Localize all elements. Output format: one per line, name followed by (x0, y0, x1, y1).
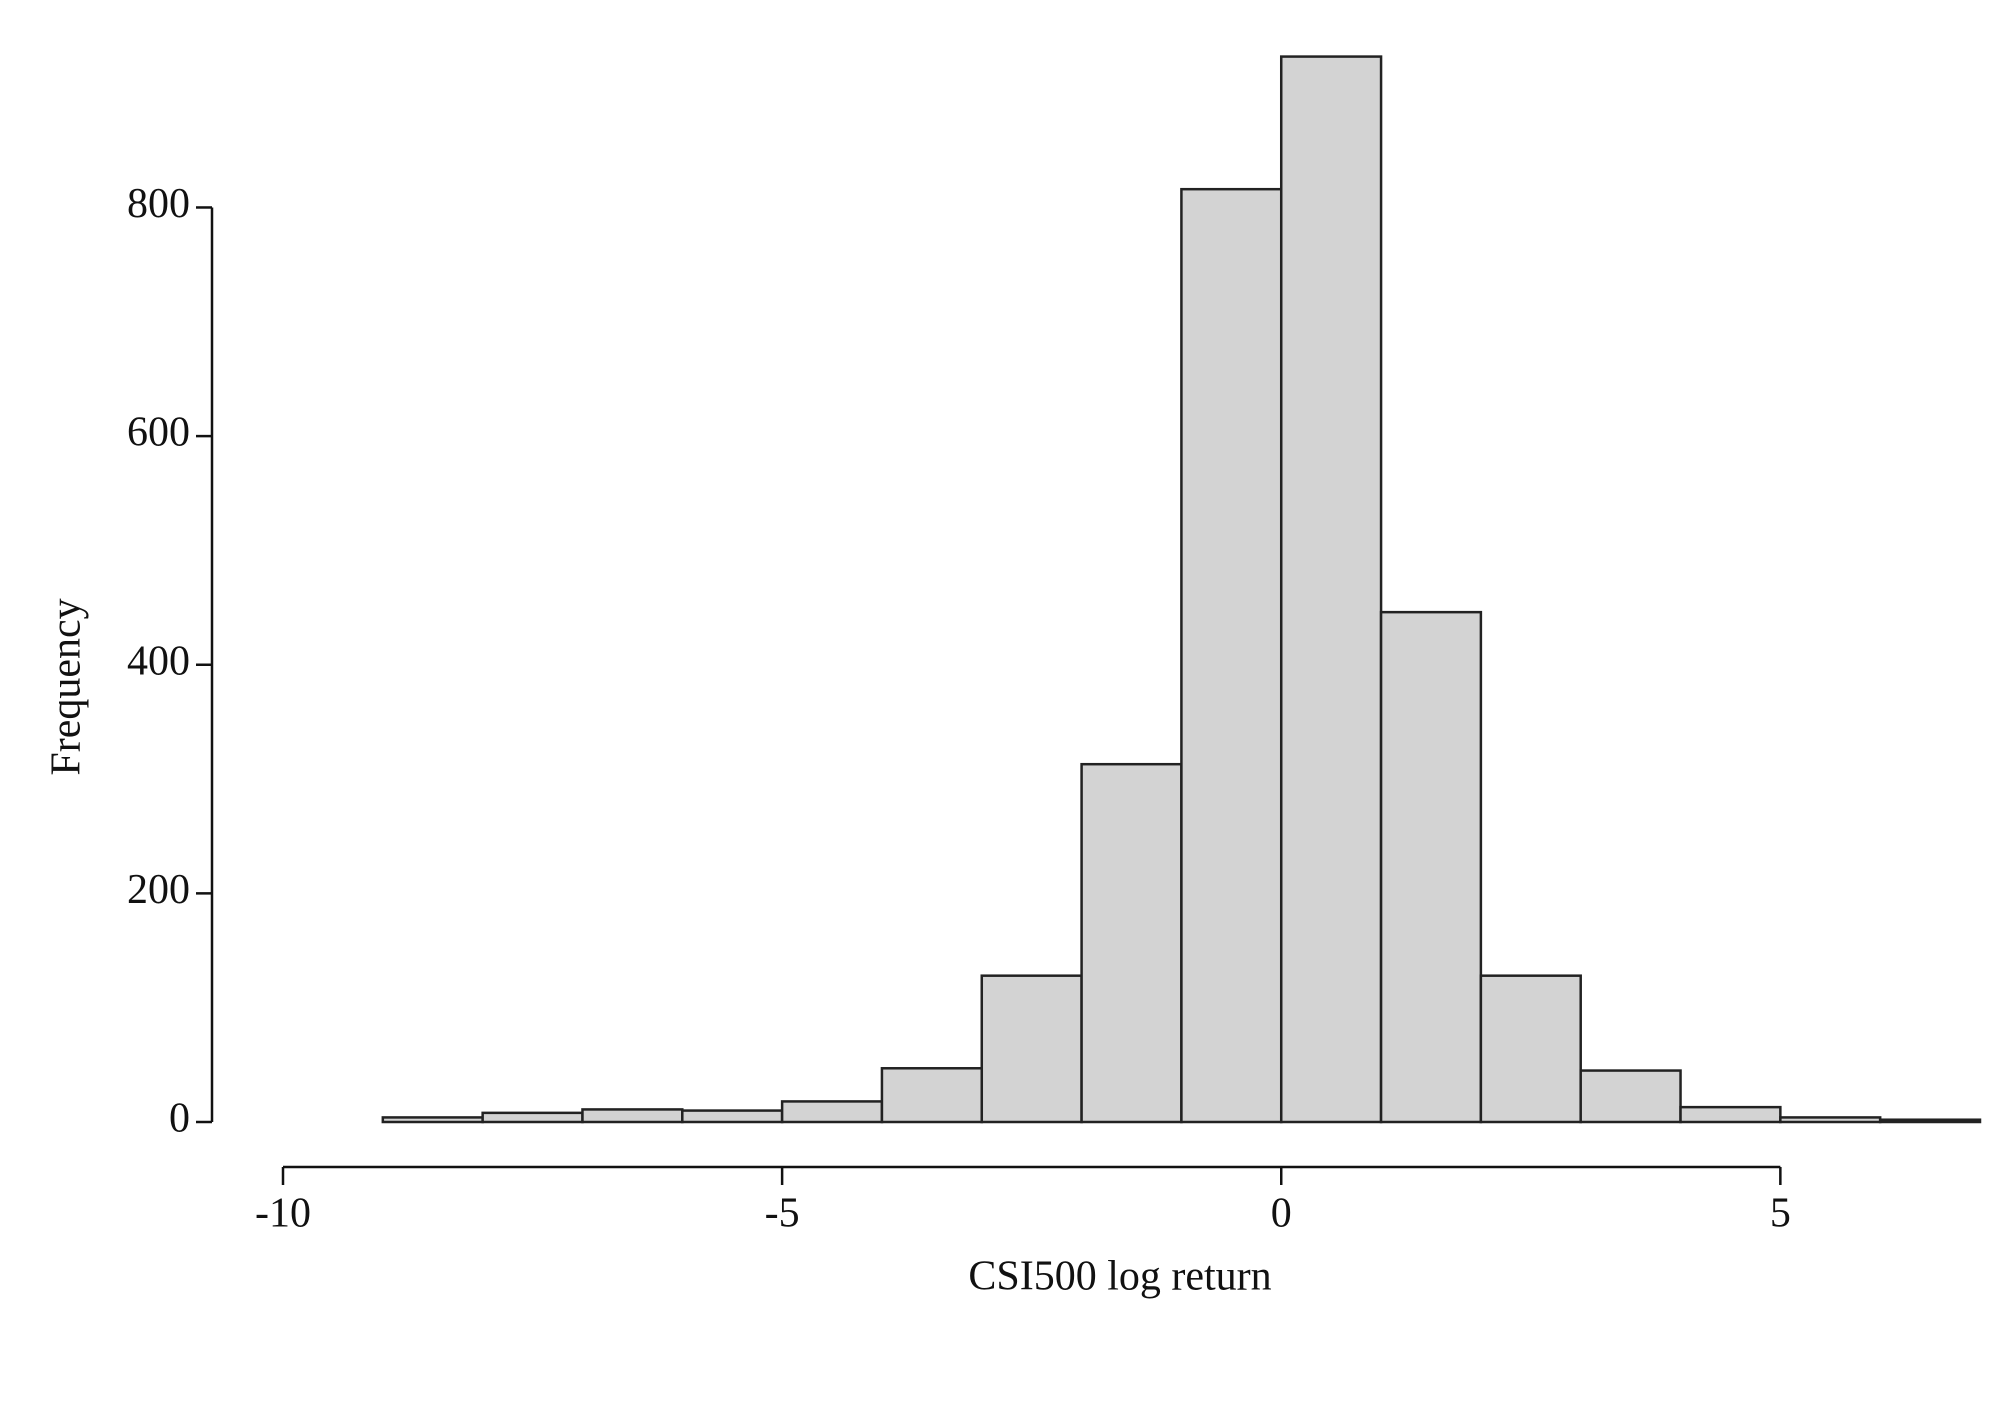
y-axis-label: Frequency (44, 598, 90, 775)
bar (581, 1108, 684, 1124)
bar (1679, 1105, 1782, 1124)
bar (681, 1109, 784, 1124)
bar (880, 1067, 984, 1124)
bar (780, 1100, 884, 1124)
bar (980, 974, 1083, 1124)
y-tick-label: 0 (169, 1096, 190, 1142)
bar (1379, 610, 1483, 1124)
bar (1180, 187, 1283, 1124)
y-tick-label: 200 (127, 867, 190, 913)
bar (1878, 1118, 1982, 1124)
x-tick-label: 5 (1770, 1191, 1791, 1237)
bar (1779, 1116, 1882, 1124)
x-tick-label: -5 (765, 1191, 800, 1237)
bar (1279, 55, 1383, 1124)
y-tick-label: 400 (127, 638, 190, 684)
bar (1479, 974, 1582, 1124)
bar (381, 1116, 484, 1124)
bar (1579, 1069, 1682, 1124)
x-tick-label: 0 (1271, 1191, 1292, 1237)
x-axis-label: CSI500 log return (968, 1254, 1271, 1300)
x-tick-label: -10 (255, 1191, 311, 1237)
bar (481, 1111, 584, 1124)
y-tick-label: 800 (127, 181, 190, 227)
y-tick-label: 600 (127, 410, 190, 456)
bar (1080, 762, 1183, 1124)
